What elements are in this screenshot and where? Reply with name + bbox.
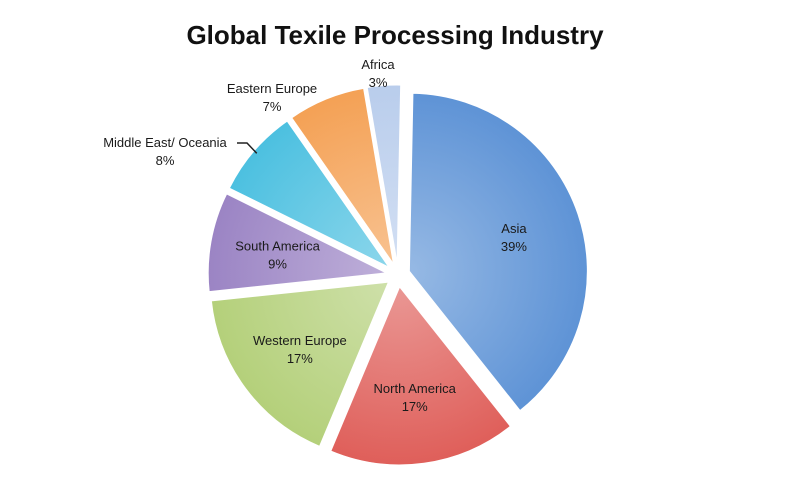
pie-slice-asia xyxy=(408,92,588,412)
slice-value-north-america: 17% xyxy=(402,399,428,414)
pie-slice-western-europe xyxy=(210,281,390,447)
slice-value-western-europe: 17% xyxy=(287,351,313,366)
leader-line-middle-east-oceania xyxy=(237,142,258,154)
pie-slice-eastern-europe xyxy=(291,87,394,265)
slice-label-africa: Africa xyxy=(361,57,395,72)
pie-slice-africa xyxy=(366,84,402,264)
slice-value-asia: 39% xyxy=(501,239,527,254)
pie-slice-south-america xyxy=(207,193,388,293)
slice-value-africa: 3% xyxy=(369,75,388,90)
slice-value-eastern-europe: 7% xyxy=(263,99,282,114)
slice-value-middle-east-oceania: 8% xyxy=(156,153,175,168)
slice-value-south-america: 9% xyxy=(268,256,287,271)
slice-label-south-america: South America xyxy=(235,238,320,253)
chart-title: Global Texile Processing Industry xyxy=(186,20,604,50)
slice-label-middle-east-oceania: Middle East/ Oceania xyxy=(103,135,227,150)
slice-label-eastern-europe: Eastern Europe xyxy=(227,81,317,96)
slice-label-western-europe: Western Europe xyxy=(253,333,347,348)
slice-label-north-america: North America xyxy=(374,381,457,396)
slice-label-asia: Asia xyxy=(501,221,527,236)
pie-slice-north-america xyxy=(330,285,512,466)
